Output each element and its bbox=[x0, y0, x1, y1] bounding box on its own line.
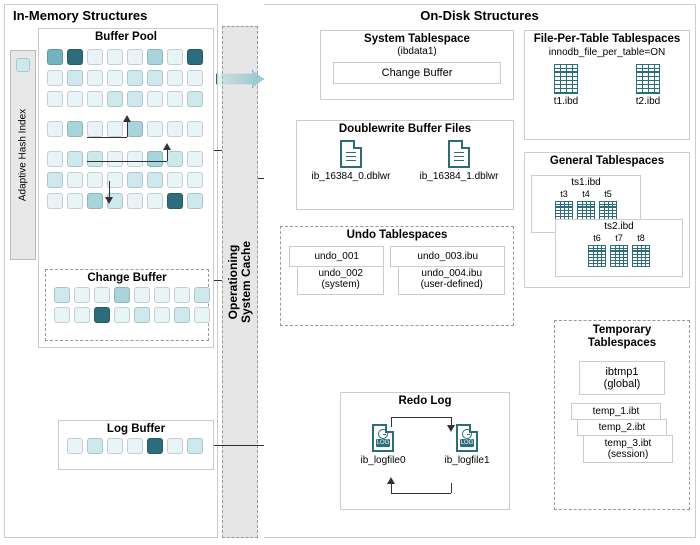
buffer-pool: Buffer Pool Change Buffer bbox=[38, 28, 214, 348]
in-memory-title: In-Memory Structures bbox=[5, 5, 217, 26]
ts2: ts2.ibd t6t7t8 bbox=[555, 219, 683, 277]
log-file-icon: LOG bbox=[456, 424, 478, 452]
file-per-table: File-Per-Table Tablespaces innodb_file_p… bbox=[524, 30, 690, 140]
log-file-icon: LOG bbox=[372, 424, 394, 452]
table-icon bbox=[610, 245, 628, 267]
fpt-sub: innodb_file_per_table=ON bbox=[525, 47, 689, 58]
change-buffer: Change Buffer bbox=[45, 269, 209, 341]
log-buffer: Log Buffer bbox=[58, 420, 214, 470]
dw-file-1: ib_16384_0.dblwr bbox=[312, 140, 391, 182]
redo-title: Redo Log bbox=[341, 393, 509, 408]
fpt-file-1: t1.ibd bbox=[554, 64, 578, 107]
os-cache: Operationing System Cache bbox=[222, 26, 258, 538]
undo-user: undo_003.ibu undo_004.ibu(user-defined) bbox=[390, 246, 505, 295]
file-icon bbox=[340, 140, 362, 168]
file-icon bbox=[448, 140, 470, 168]
temp-global: ibtmp1(global) bbox=[579, 361, 665, 395]
undo-tablespaces: Undo Tablespaces undo_001 undo_002(syste… bbox=[280, 226, 514, 326]
os-cache-label: Operationing System Cache bbox=[227, 241, 253, 323]
buffer-pool-grid bbox=[39, 44, 213, 211]
change-buffer-title: Change Buffer bbox=[46, 270, 208, 285]
table-icon bbox=[588, 245, 606, 267]
general-tablespaces: General Tablespaces ts1.ibd t3t4t5 ts2.i… bbox=[524, 152, 690, 288]
on-disk-title: On-Disk Structures bbox=[264, 5, 695, 26]
change-buffer-grid bbox=[46, 285, 208, 325]
log-buffer-title: Log Buffer bbox=[59, 421, 213, 436]
log-buffer-row bbox=[59, 436, 213, 456]
system-tablespace: System Tablespace (ibdata1) Change Buffe… bbox=[320, 30, 514, 100]
temp-title: Temporary Tablespaces bbox=[555, 321, 689, 353]
table-icon bbox=[554, 64, 578, 94]
doublewrite: Doublewrite Buffer Files ib_16384_0.dblw… bbox=[296, 120, 514, 210]
system-tablespace-sub: (ibdata1) bbox=[321, 46, 513, 57]
undo-title: Undo Tablespaces bbox=[281, 227, 513, 242]
ahi-label: Adaptive Hash Index bbox=[18, 109, 29, 201]
table-icon bbox=[636, 64, 660, 94]
redo-file-1: LOG ib_logfile0 bbox=[360, 424, 405, 466]
buffer-pool-title: Buffer Pool bbox=[39, 29, 213, 44]
gt-title: General Tablespaces bbox=[525, 153, 689, 168]
dw-title: Doublewrite Buffer Files bbox=[297, 121, 513, 136]
fpt-title: File-Per-Table Tablespaces bbox=[525, 31, 689, 47]
system-change-buffer: Change Buffer bbox=[333, 62, 501, 84]
temp-session-stack: temp_1.ibt temp_2.ibt temp_3.ibt(session… bbox=[571, 403, 673, 475]
table-icon bbox=[632, 245, 650, 267]
dw-file-2: ib_16384_1.dblwr bbox=[420, 140, 499, 182]
adaptive-hash-index: Adaptive Hash Index bbox=[10, 50, 36, 260]
fpt-file-2: t2.ibd bbox=[636, 64, 660, 107]
system-tablespace-title: System Tablespace bbox=[321, 31, 513, 46]
redo-log: Redo Log LOG ib_logfile0 LOG ib_logfile1 bbox=[340, 392, 510, 510]
temporary-tablespaces: Temporary Tablespaces ibtmp1(global) tem… bbox=[554, 320, 690, 510]
undo-system: undo_001 undo_002(system) bbox=[289, 246, 384, 295]
